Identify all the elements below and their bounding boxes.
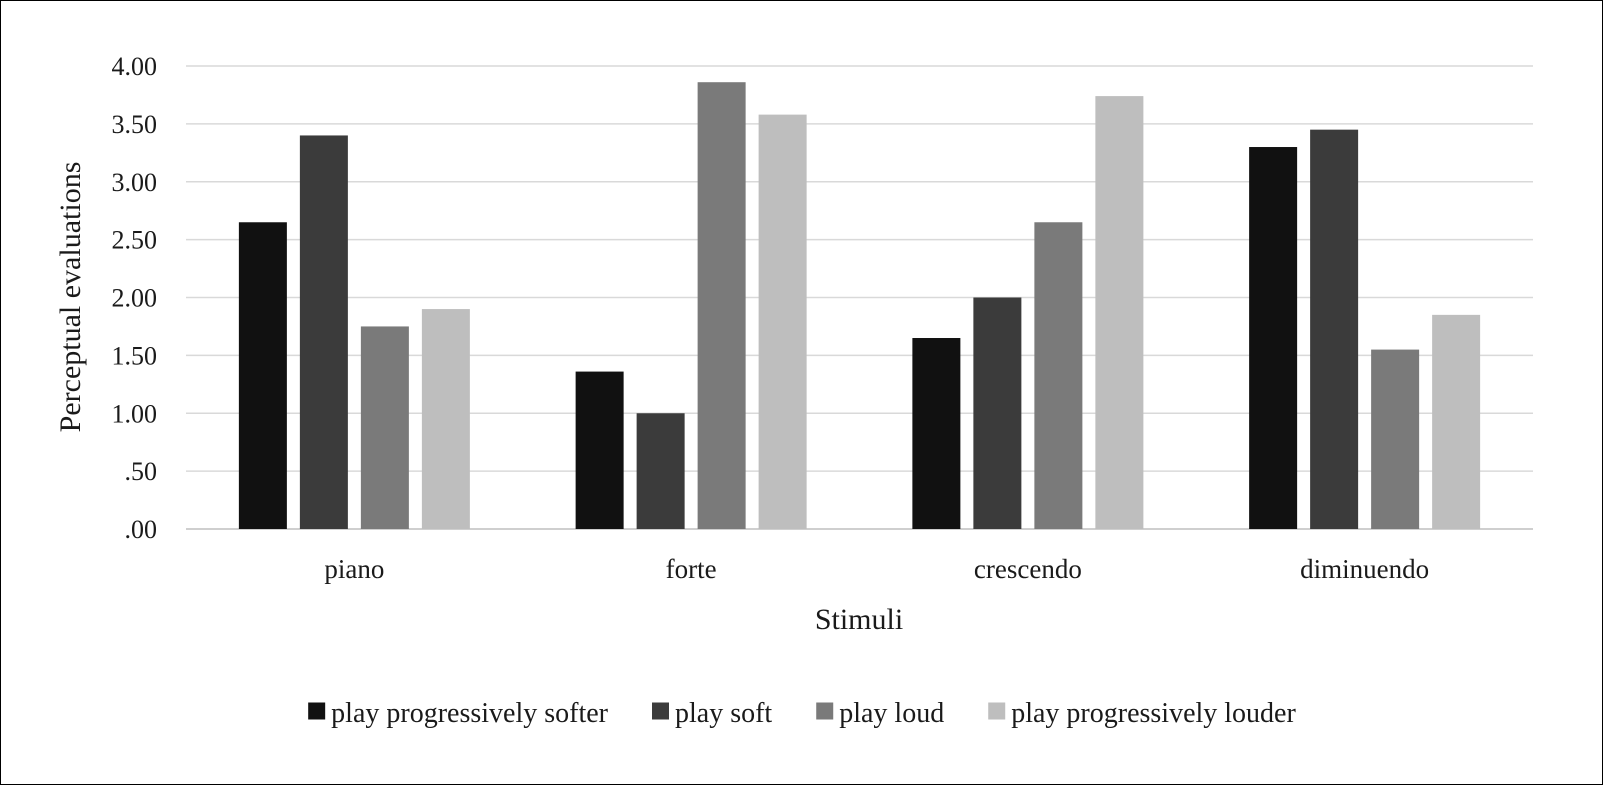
bar-forte-play-soft [636,413,685,529]
bars [238,82,1481,530]
legend-label: play loud [839,698,944,729]
legend-item: play progressively softer [308,698,609,729]
y-tick-label: .00 [125,515,158,544]
bar-diminuendo-play-progressively-louder [1432,314,1481,529]
bar-forte-play-loud [697,82,746,529]
bar-forte-play-progressively-louder [758,114,807,530]
bar-crescendo-play-soft [973,297,1022,529]
x-axis-title: Stimuli [815,603,903,636]
bar-diminuendo-play-soft [1310,129,1359,529]
y-axis-title: Perceptual evaluations [54,162,87,433]
y-tick-label: 2.50 [112,226,158,255]
legend-swatch [308,702,326,720]
bar-piano-play-loud [360,326,409,529]
legend-item: play soft [652,698,772,729]
legend-item: play progressively louder [988,698,1296,729]
y-tick-label: 2.00 [112,284,158,313]
bar-piano-play-progressively-softer [238,222,287,529]
bar-crescendo-play-loud [1034,222,1083,529]
y-tick-label: .50 [125,457,158,486]
legend-label: play soft [675,698,772,729]
y-tick-label: 3.50 [112,110,158,139]
legend-label: play progressively louder [1011,698,1296,729]
legend-item: play loud [816,698,944,729]
gridlines [186,65,1533,530]
bar-crescendo-play-progressively-louder [1095,96,1144,529]
legend-swatch [816,702,834,720]
y-tick-labels: .00 .50 1.00 1.50 2.00 2.50 3.00 3.50 4.00 [112,52,158,544]
bar-forte-play-progressively-softer [575,371,624,529]
legend-label: play progressively softer [331,698,608,729]
legend: play progressively softer play soft play l… [308,698,1296,729]
y-tick-label: 1.00 [112,399,158,428]
bar-diminuendo-play-loud [1371,349,1420,529]
bar-piano-play-soft [299,135,348,529]
x-category-label: piano [324,554,384,584]
legend-swatch [652,702,670,720]
legend-swatch [988,702,1006,720]
x-category-labels: piano forte crescendo diminuendo [324,554,1429,584]
x-category-label: diminuendo [1300,554,1429,584]
bar-piano-play-progressively-louder [421,309,470,529]
y-tick-label: 1.50 [112,341,158,370]
x-category-label: forte [666,554,717,584]
bar-crescendo-play-progressively-softer [912,338,961,529]
y-tick-label: 3.00 [112,168,158,197]
x-category-label: crescendo [974,554,1082,584]
y-tick-label: 4.00 [112,52,158,81]
bar-diminuendo-play-progressively-softer [1249,147,1298,529]
